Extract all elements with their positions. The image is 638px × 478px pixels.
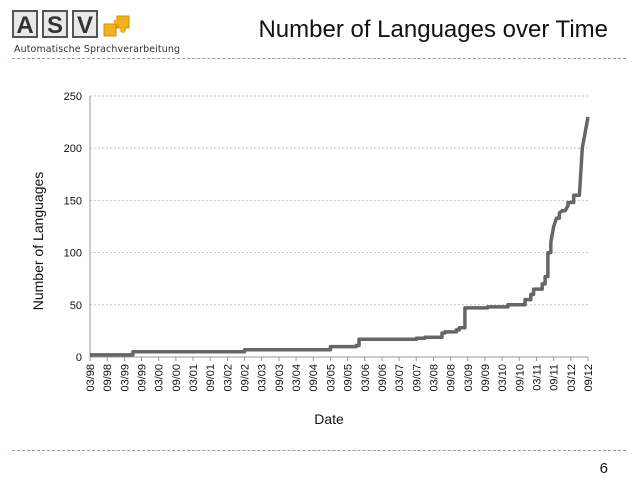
x-tick-label: 09/12 [583,364,595,392]
chart-gridlines [90,95,588,306]
x-tick-label: 03/03 [257,364,269,392]
x-tick-label: 09/10 [514,364,526,392]
asv-logo: A S V Automatische Sprachverarbeitung [12,10,180,56]
x-tick-label: 03/09 [463,364,475,392]
y-tick-label: 200 [64,143,82,155]
x-tick-label: 03/04 [291,364,303,392]
series-line-languages [90,116,590,357]
x-tick-label: 09/04 [308,364,320,392]
x-tick-label: 09/07 [411,364,423,392]
x-axis-label: Date [314,411,344,427]
x-tick-label: 09/01 [205,364,217,392]
x-tick-label: 09/06 [377,364,389,392]
chart: 0 50 100 150 200 250 03/98 09/98 03/99 09/99 03/00… [30,91,595,427]
x-tick-label: 09/08 [446,364,458,392]
x-tick-label: 03/06 [360,364,372,392]
x-tick-label: 09/98 [102,364,114,392]
logo-letter-v: V [72,10,98,39]
logo-letter-a: A [12,10,38,39]
y-tick-label: 100 [64,248,82,260]
x-tick-label: 09/03 [274,364,286,392]
header-divider [12,58,626,59]
x-tick-label: 03/02 [222,364,234,392]
logo-subtitle: Automatische Sprachverarbeitung [14,44,181,55]
y-tick-label: 250 [64,91,82,103]
y-tick-label: 50 [70,300,82,312]
slide-title: Number of Languages over Time [258,16,608,43]
y-axis-label: Number of Languages [30,172,46,311]
logo-letter-s: S [42,10,68,39]
chart-series [90,116,590,357]
x-tick-label: 09/99 [137,364,149,392]
logo-puzzle-icon [103,15,130,37]
x-tick-label: 09/05 [343,364,355,392]
page-number: 6 [599,460,608,477]
x-tick-label: 03/05 [325,364,337,392]
chart-tick-labels: 0 50 100 150 200 250 03/98 09/98 03/99 09/99 03/00… [64,91,595,392]
x-tick-label: 09/00 [171,364,183,392]
x-tick-label: 03/07 [394,364,406,392]
x-tick-label: 09/09 [480,364,492,392]
x-tick-label: 03/00 [154,364,166,392]
footer-divider [12,450,626,451]
chart-axes [89,96,589,361]
x-tick-label: 03/12 [566,364,578,392]
x-tick-label: 09/11 [549,364,561,391]
x-tick-label: 03/01 [188,364,200,392]
y-tick-label: 150 [64,195,82,207]
y-tick-label: 0 [76,352,82,364]
x-tick-label: 09/02 [240,364,252,392]
x-tick-label: 03/08 [428,364,440,392]
x-tick-label: 03/11 [531,364,543,391]
x-tick-label: 03/98 [85,364,97,392]
x-tick-label: 03/10 [497,364,509,392]
x-tick-label: 03/99 [119,364,131,392]
